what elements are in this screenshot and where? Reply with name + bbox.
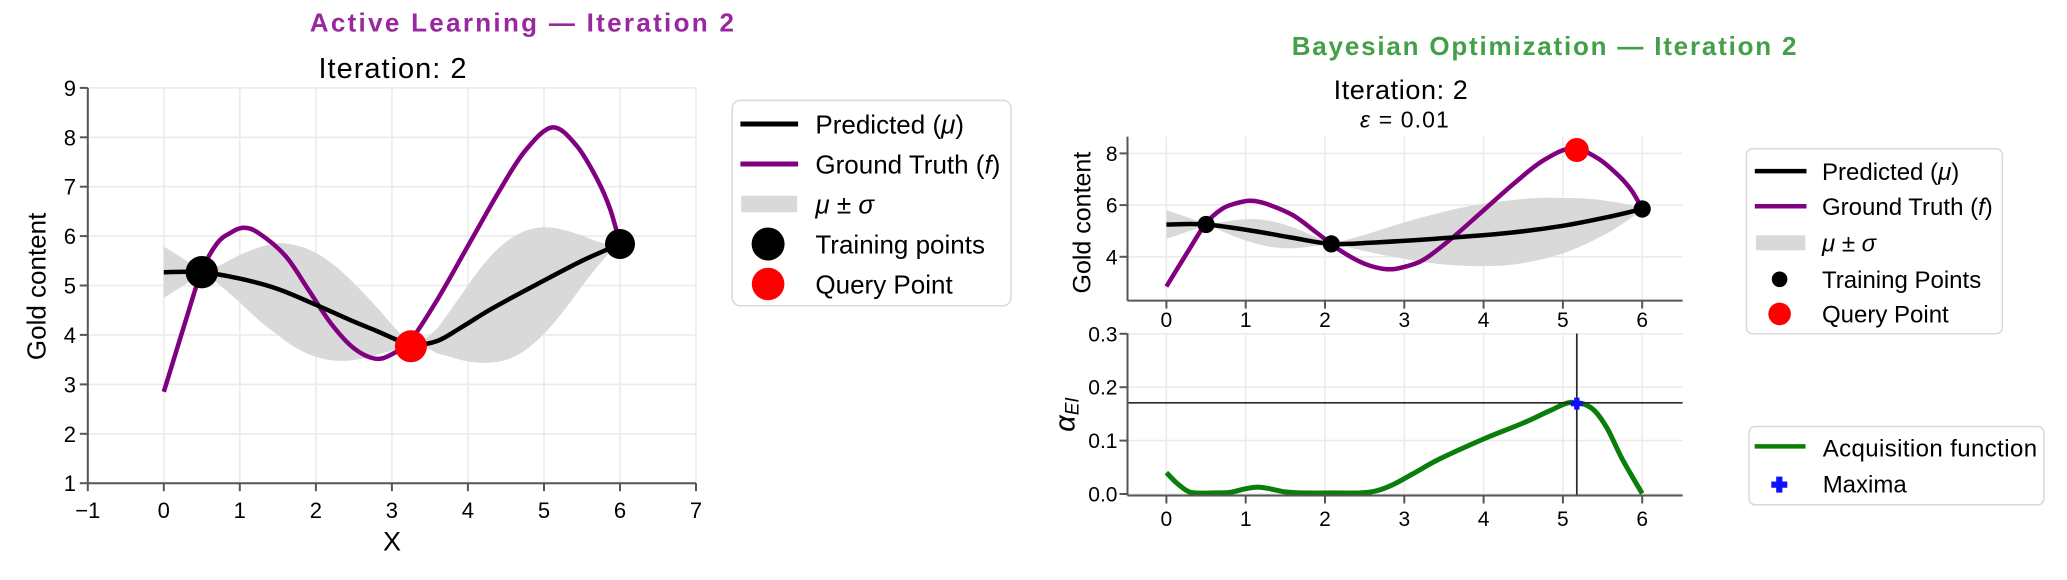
svg-text:Maxima: Maxima <box>1823 471 1908 498</box>
svg-text:1: 1 <box>1240 309 1252 332</box>
svg-text:4: 4 <box>1106 246 1118 269</box>
svg-text:Ground Truth (f): Ground Truth (f) <box>815 150 1000 180</box>
svg-text:4: 4 <box>64 323 76 348</box>
svg-text:ε = 0.01: ε = 0.01 <box>1360 107 1450 133</box>
svg-text:4: 4 <box>1478 309 1490 332</box>
svg-text:Training points: Training points <box>815 230 985 260</box>
svg-text:2: 2 <box>1319 309 1331 332</box>
svg-text:7: 7 <box>64 175 76 200</box>
svg-text:5: 5 <box>1557 309 1569 332</box>
svg-text:1: 1 <box>1240 508 1252 531</box>
svg-text:6: 6 <box>1106 195 1118 218</box>
svg-text:0.0: 0.0 <box>1088 484 1117 507</box>
svg-text:Training Points: Training Points <box>1822 267 1981 294</box>
svg-text:6: 6 <box>1636 508 1648 531</box>
svg-text:μ ± σ: μ ± σ <box>1821 231 1878 258</box>
svg-text:1: 1 <box>234 498 246 523</box>
svg-text:5: 5 <box>64 274 76 299</box>
svg-text:Iteration: 2: Iteration: 2 <box>1334 75 1469 105</box>
svg-text:Predicted (μ): Predicted (μ) <box>815 110 964 140</box>
svg-text:7: 7 <box>690 498 702 523</box>
svg-text:8: 8 <box>1106 143 1118 166</box>
svg-text:0: 0 <box>158 498 170 523</box>
svg-text:0.2: 0.2 <box>1088 377 1117 400</box>
svg-text:8: 8 <box>64 125 76 150</box>
svg-text:Query Point: Query Point <box>1822 302 1949 329</box>
svg-text:2: 2 <box>64 422 76 447</box>
svg-text:0.1: 0.1 <box>1088 430 1117 453</box>
svg-text:Bayesian Optimization — Iterat: Bayesian Optimization — Iteration 2 <box>1292 31 1799 61</box>
svg-text:0: 0 <box>1161 309 1173 332</box>
svg-text:4: 4 <box>1478 508 1490 531</box>
svg-text:3: 3 <box>1398 508 1410 531</box>
svg-text:Active Learning — Iteration 2: Active Learning — Iteration 2 <box>310 8 736 38</box>
svg-text:μ ± σ: μ ± σ <box>814 190 875 220</box>
svg-text:Ground Truth (f): Ground Truth (f) <box>1822 194 1993 221</box>
svg-text:Predicted (μ): Predicted (μ) <box>1822 159 1959 186</box>
svg-text:6: 6 <box>1636 309 1648 332</box>
svg-text:X: X <box>383 527 401 557</box>
svg-text:0.3: 0.3 <box>1088 323 1117 346</box>
svg-text:Gold content: Gold content <box>1069 152 1097 294</box>
svg-text:3: 3 <box>386 498 398 523</box>
svg-text:5: 5 <box>538 498 550 523</box>
svg-text:2: 2 <box>310 498 322 523</box>
svg-text:Query Point: Query Point <box>815 270 953 300</box>
svg-text:3: 3 <box>1398 309 1410 332</box>
svg-text:9: 9 <box>64 76 76 101</box>
svg-text:6: 6 <box>614 498 626 523</box>
svg-text:5: 5 <box>1557 508 1569 531</box>
svg-text:6: 6 <box>64 224 76 249</box>
svg-text:1: 1 <box>64 471 76 496</box>
svg-text:2: 2 <box>1319 508 1331 531</box>
svg-text:3: 3 <box>64 372 76 397</box>
svg-text:Gold content: Gold content <box>22 212 52 360</box>
svg-text:Iteration: 2: Iteration: 2 <box>318 53 467 85</box>
svg-text:0: 0 <box>1161 508 1173 531</box>
svg-text:−1: −1 <box>75 498 100 523</box>
svg-text:Acquisition function: Acquisition function <box>1823 436 2038 463</box>
svg-text:4: 4 <box>462 498 474 523</box>
